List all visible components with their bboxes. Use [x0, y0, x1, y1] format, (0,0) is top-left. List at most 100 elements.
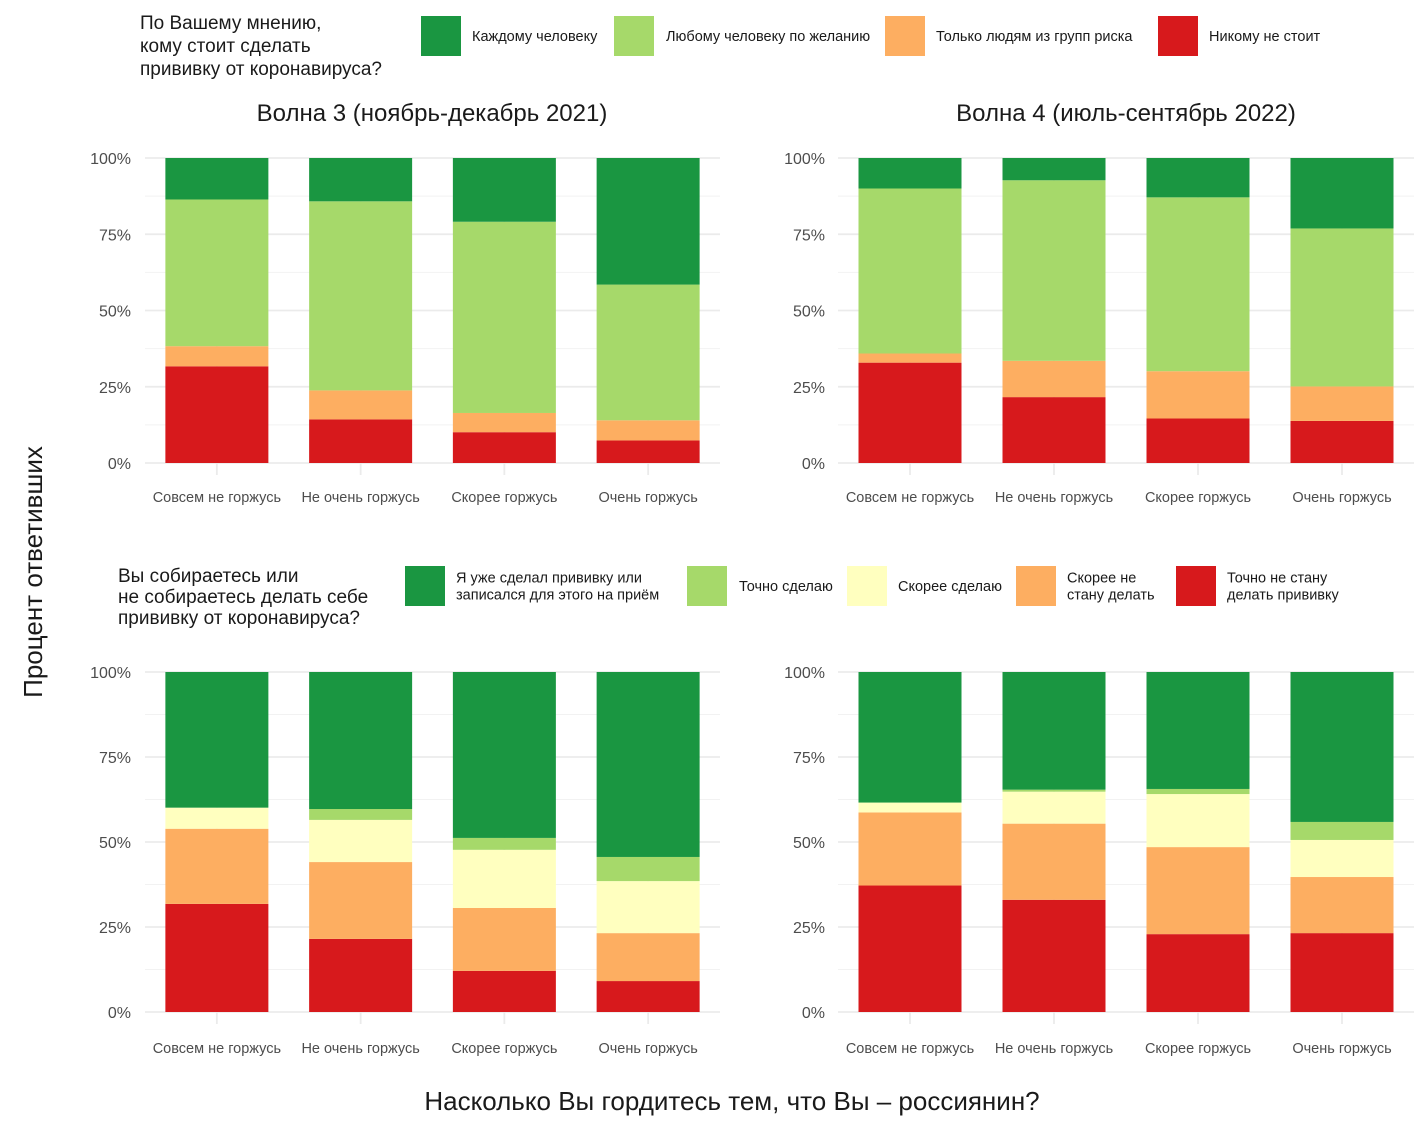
- bar-segment-любому-человеку-по-желанию: [1002, 180, 1106, 361]
- bar-segment-любому-человеку-по-желанию: [596, 284, 700, 421]
- bar-segment-каждому-человеку: [858, 158, 962, 189]
- y-tick-label: 0%: [108, 1005, 131, 1022]
- bar-segment-скорее-сделаю: [1146, 794, 1250, 848]
- legends: По Вашему мнению,кому стоит сделатьприви…: [118, 13, 1340, 629]
- y-tick-label: 75%: [793, 750, 825, 767]
- bar-segment-любому-человеку-по-желанию: [452, 221, 556, 413]
- chart-panel-2: 0% 25% 50% 75% 100% Совсем не горжусь Не очень…: [784, 151, 1414, 506]
- chart-panels: 0% 25% 50% 75% 100% Совсем не горжусь Не очень…: [90, 151, 1414, 1057]
- y-tick-label: 0%: [802, 1005, 825, 1022]
- y-axis-title: Процент ответивших: [18, 446, 48, 698]
- y-tick-label: 100%: [784, 665, 825, 682]
- bar-segment-каждому-человеку: [1002, 158, 1106, 181]
- chart-panel-3: 0% 25% 50% 75% 100% Совсем не горжусь Не очень…: [90, 665, 720, 1057]
- facet-title-wave-4: Волна 4 (июль-сентябрь 2022): [956, 100, 1296, 127]
- y-tick-label: 25%: [99, 920, 131, 937]
- legend-title-line: прививку от коронавируса?: [118, 608, 360, 629]
- bar-segment-скорее-не-стану-делать: [452, 907, 556, 971]
- bar-segment-скорее-не-стану-делать: [1290, 877, 1394, 934]
- x-tick-label: Не очень горжусь: [301, 1041, 419, 1057]
- bar-segment-точно-сделаю: [1002, 789, 1106, 792]
- bar-segment-скорее-не-стану-делать: [1146, 847, 1250, 935]
- y-tick-label: 100%: [90, 665, 131, 682]
- facet-title-wave-3: Волна 3 (ноябрь-декабрь 2021): [257, 100, 608, 127]
- legend-label: записался для этого на приём: [456, 588, 659, 604]
- legend-title-line: прививку от коронавируса?: [140, 59, 382, 80]
- x-tick-label: Не очень горжусь: [301, 490, 419, 506]
- legend-swatch: [614, 16, 654, 56]
- bar-segment-только-людям-из-групп-риска: [1002, 360, 1106, 398]
- x-tick-label: Очень горжусь: [1292, 490, 1391, 506]
- bar-segment-скорее-не-стану-делать: [596, 933, 700, 982]
- bar-segment-я-уже-сделал-прививку-или-записался-для-: [596, 672, 700, 857]
- bar-segment-никому-не-стоит: [309, 419, 413, 463]
- bar-segment-скорее-сделаю: [596, 881, 700, 934]
- legend-swatch: [687, 566, 727, 606]
- legend-label: Каждому человеку: [472, 29, 598, 45]
- legend-swatch: [1158, 16, 1198, 56]
- bar-segment-точно-не-стану-делать-прививку: [1002, 899, 1106, 1012]
- bar-segment-я-уже-сделал-прививку-или-записался-для-: [309, 672, 413, 810]
- bar-segment-точно-сделаю: [596, 856, 700, 882]
- bar-segment-скорее-не-стану-делать: [165, 828, 269, 904]
- bar-segment-скорее-не-стану-делать: [858, 812, 962, 886]
- x-tick-label: Очень горжусь: [1292, 1041, 1391, 1057]
- bar-segment-скорее-сделаю: [309, 819, 413, 863]
- y-tick-label: 25%: [793, 920, 825, 937]
- y-tick-label: 50%: [793, 835, 825, 852]
- bar-segment-любому-человеку-по-желанию: [309, 201, 413, 391]
- y-tick-label: 50%: [99, 304, 131, 321]
- legend-label: Точно не стану: [1227, 571, 1328, 587]
- y-tick-label: 50%: [793, 304, 825, 321]
- y-tick-label: 75%: [793, 227, 825, 244]
- x-tick-label: Очень горжусь: [598, 490, 697, 506]
- bar-segment-я-уже-сделал-прививку-или-записался-для-: [165, 672, 269, 808]
- bar-segment-каждому-человеку: [452, 158, 556, 222]
- y-tick-label: 100%: [90, 151, 131, 168]
- bar-segment-каждому-человеку: [309, 158, 413, 202]
- y-tick-label: 25%: [99, 380, 131, 397]
- legend-swatch: [1016, 566, 1056, 606]
- legend-swatch: [847, 566, 887, 606]
- bar-segment-любому-человеку-по-желанию: [165, 199, 269, 347]
- bar-segment-скорее-не-стану-делать: [309, 862, 413, 939]
- bar-segment-скорее-сделаю: [1290, 839, 1394, 878]
- legend-swatch: [405, 566, 445, 606]
- bar-segment-любому-человеку-по-желанию: [858, 188, 962, 354]
- legend-label: делать прививку: [1227, 588, 1340, 604]
- legend-label: Точно сделаю: [739, 579, 833, 595]
- legend-label: Любому человеку по желанию: [666, 29, 870, 45]
- bar-segment-никому-не-стоит: [1290, 420, 1394, 463]
- bar-segment-точно-не-стану-делать-прививку: [1146, 934, 1250, 1012]
- bar-segment-любому-человеку-по-желанию: [1146, 197, 1250, 372]
- y-tick-label: 75%: [99, 227, 131, 244]
- legend-label: Никому не стоит: [1209, 29, 1321, 45]
- x-tick-label: Не очень горжусь: [995, 490, 1113, 506]
- legend-swatch: [1176, 566, 1216, 606]
- chart-panel-1: 0% 25% 50% 75% 100% Совсем не горжусь Не очень…: [90, 151, 720, 506]
- y-tick-label: 75%: [99, 750, 131, 767]
- bar-segment-никому-не-стоит: [1146, 418, 1250, 463]
- bar-segment-точно-не-стану-делать-прививку: [452, 970, 556, 1012]
- x-tick-label: Совсем не горжусь: [846, 490, 974, 506]
- bar-segment-точно-не-стану-делать-прививку: [858, 885, 962, 1012]
- chart-panel-4: 0% 25% 50% 75% 100% Совсем не горжусь Не очень…: [784, 665, 1414, 1057]
- bar-segment-только-людям-из-групп-риска: [452, 412, 556, 433]
- bar-segment-скорее-сделаю: [1002, 791, 1106, 824]
- bar-segment-точно-сделаю: [452, 837, 556, 850]
- bar-segment-я-уже-сделал-прививку-или-записался-для-: [452, 672, 556, 838]
- legend-label: Я уже сделал прививку или: [456, 571, 642, 587]
- bar-segment-я-уже-сделал-прививку-или-записался-для-: [1146, 672, 1250, 789]
- legend-title-line: Вы собираетесь или: [118, 566, 299, 587]
- bar-segment-скорее-сделаю: [452, 849, 556, 908]
- bar-segment-точно-сделаю: [1290, 821, 1394, 840]
- bar-segment-точно-не-стану-делать-прививку: [309, 938, 413, 1012]
- facet-titles: Волна 3 (ноябрь-декабрь 2021) Волна 4 (и…: [257, 100, 1296, 127]
- legend-title-line: кому стоит сделать: [140, 36, 311, 57]
- bar-segment-я-уже-сделал-прививку-или-записался-для-: [858, 672, 962, 803]
- bar-segment-каждому-человеку: [596, 158, 700, 285]
- bar-segment-точно-сделаю: [1146, 788, 1250, 795]
- x-tick-label: Скорее горжусь: [1145, 490, 1251, 506]
- bar-segment-каждому-человеку: [165, 158, 269, 200]
